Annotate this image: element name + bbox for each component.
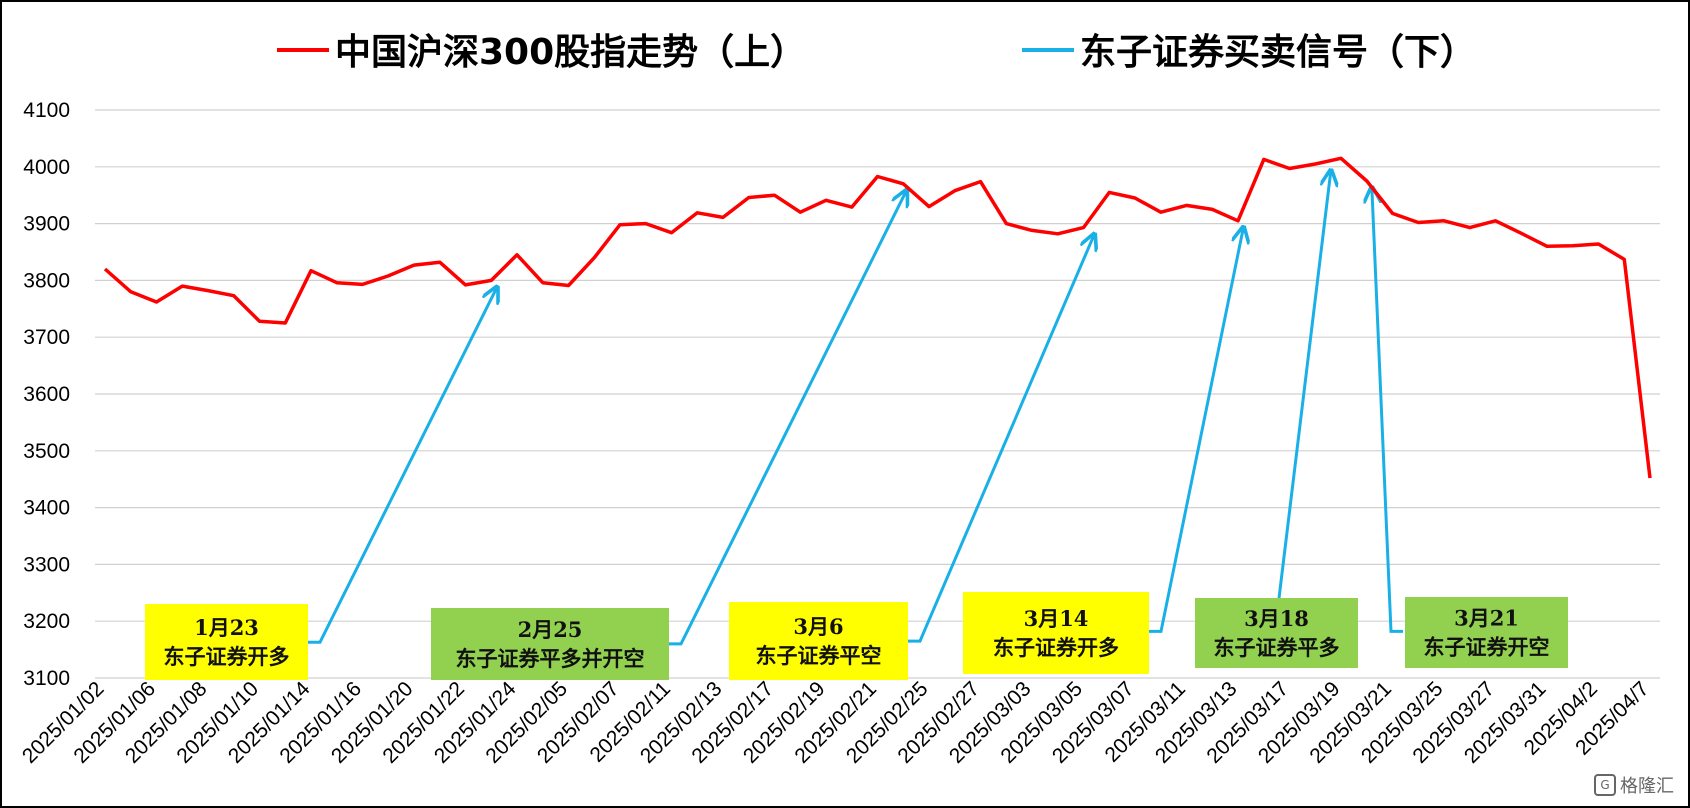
signal-date: 2月25: [518, 617, 583, 642]
signal-6: 3月21 东子证券开空: [1372, 189, 1568, 668]
signal-arrow: [669, 192, 906, 646]
signal-date: 3月18: [1244, 606, 1309, 631]
y-tick-label: 3200: [23, 610, 70, 633]
signal-box: [431, 608, 669, 680]
watermark: G 格隆汇: [1594, 772, 1674, 798]
signal-arrow: [1276, 172, 1331, 607]
signal-date: 3月14: [1024, 606, 1089, 631]
signal-box: [1405, 597, 1568, 668]
watermark-logo-icon: G: [1594, 774, 1616, 796]
signal-arrow: [1372, 189, 1403, 633]
y-tick-label: 3100: [23, 667, 70, 690]
signal-arrow: [1149, 229, 1243, 633]
signal-date: 1月23: [194, 615, 259, 640]
legend-entry: 中国沪深300股指走势（上）: [277, 32, 806, 73]
y-tick-label: 3500: [23, 440, 70, 463]
y-tick-label: 4000: [23, 156, 70, 179]
signal-date: 3月6: [793, 614, 843, 639]
signal-text: 东子证券开多: [164, 644, 290, 669]
y-tick-label: 3400: [23, 497, 70, 520]
y-tick-label: 3800: [23, 269, 70, 292]
series-line: [103, 156, 1652, 479]
signal-box: [1195, 598, 1358, 668]
legend-label: 中国沪深300股指走势（上）: [335, 32, 806, 73]
y-tick-label: 3900: [23, 213, 70, 236]
signal-1: 1月23 东子证券开多: [145, 288, 496, 680]
signal-arrow: [308, 288, 496, 644]
signal-text: 东子证券开多: [993, 635, 1119, 660]
signal-box: [729, 602, 908, 680]
signal-text: 东子证券平空: [756, 643, 882, 668]
signal-arrow: [908, 236, 1094, 643]
signal-text: 东子证券平多并开空: [456, 646, 645, 671]
y-tick-label: 3300: [23, 553, 70, 576]
legend-label: 东子证券买卖信号（下）: [1080, 32, 1476, 73]
signal-3: 3月6 东子证券平空: [729, 236, 1094, 680]
watermark-text: 格隆汇: [1620, 776, 1674, 797]
signal-text: 东子证券开空: [1424, 635, 1550, 660]
signal-2: 2月25 东子证券平多并开空: [431, 192, 906, 680]
y-tick-label: 3600: [23, 383, 70, 406]
y-tick-label: 4100: [23, 99, 70, 122]
signal-box: [963, 592, 1149, 674]
signal-5: 3月18 东子证券平多: [1195, 172, 1358, 668]
signal-date: 3月21: [1454, 606, 1519, 631]
signal-4: 3月14 东子证券开多: [963, 229, 1243, 674]
legend-entry: 东子证券买卖信号（下）: [1022, 32, 1476, 73]
signal-text: 东子证券平多: [1214, 635, 1340, 660]
signal-box: [145, 604, 308, 680]
y-tick-label: 3700: [23, 326, 70, 349]
